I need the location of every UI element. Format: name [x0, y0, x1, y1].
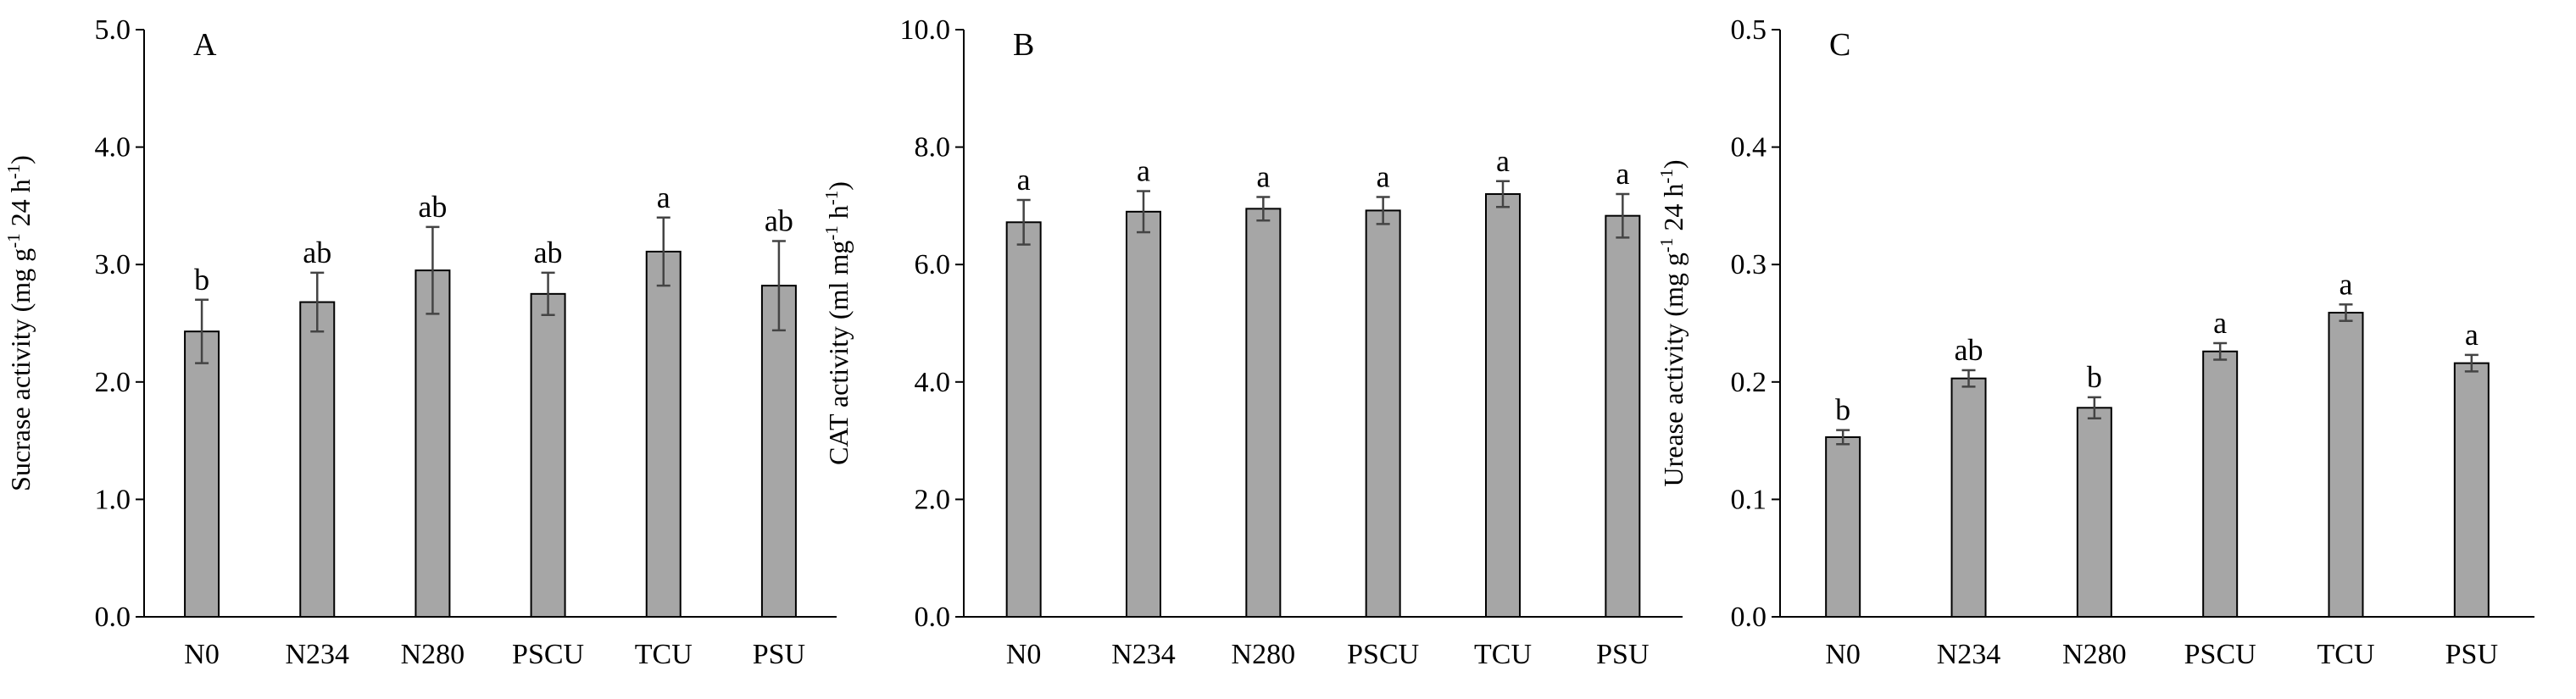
x-tick-label: PSU [2445, 639, 2498, 670]
y-axis-title-superscript: -1 [821, 191, 842, 206]
y-tick-label: 4.0 [915, 367, 951, 398]
x-tick-label: TCU [2317, 639, 2375, 670]
significance-label: a [1017, 163, 1031, 197]
bar [760, 285, 797, 618]
y-axis-title-text: ) [1658, 160, 1689, 169]
bar [1245, 208, 1282, 619]
y-tick-label: 6.0 [915, 249, 951, 280]
y-tick-label: 0.1 [1731, 484, 1767, 515]
significance-label: a [2213, 306, 2227, 340]
x-tick-label: PSU [753, 639, 805, 670]
significance-label: ab [765, 203, 793, 237]
x-tick-label: N0 [184, 639, 220, 670]
bar [530, 292, 566, 618]
x-tick-label: PSCU [1347, 639, 1419, 670]
y-axis-title-text: ) [823, 181, 854, 191]
y-axis-title-text: Urease activity (mg g [1658, 252, 1689, 486]
bar [1126, 210, 1161, 619]
chart-panel-c: 0.0 0.1 0.2 0.3 0.4 0.5 b N0 ab N234 b N280 a PSCU a TC… [1656, 14, 2534, 670]
panel-label: C [1829, 27, 1850, 63]
y-tick-label: 2.0 [915, 484, 951, 515]
significance-label: ab [1955, 333, 1983, 367]
y-tick-label: 0.0 [915, 602, 951, 633]
bar [2328, 312, 2364, 618]
significance-label: a [657, 180, 670, 214]
y-tick-label: 10.0 [900, 14, 951, 46]
significance-label: a [2340, 267, 2353, 301]
significance-label: b [194, 263, 209, 297]
y-axis-title-text: CAT activity (ml mg [823, 241, 854, 465]
significance-label: a [1496, 144, 1510, 178]
bar [2202, 350, 2239, 618]
y-axis-title-superscript: -1 [3, 164, 24, 180]
y-tick-label: 0.5 [1731, 14, 1767, 46]
bar [184, 330, 220, 618]
y-tick-label: 5.0 [95, 14, 131, 46]
bar [299, 301, 336, 618]
y-axis-title-superscript: -1 [821, 225, 842, 241]
y-axis-title-superscript: -1 [1656, 238, 1677, 253]
significance-label: ab [303, 236, 331, 269]
y-axis-title-superscript: -1 [3, 233, 24, 248]
significance-label: a [2465, 318, 2479, 352]
panel-label: A [193, 27, 217, 63]
bar [1605, 214, 1641, 618]
bar [1365, 209, 1401, 618]
bar [2076, 407, 2112, 618]
x-tick-label: N280 [2062, 639, 2127, 670]
y-axis-title-text: 24 h [1658, 184, 1689, 238]
x-tick-label: N280 [1232, 639, 1296, 670]
x-tick-label: TCU [1474, 639, 1532, 670]
significance-label: a [1616, 157, 1629, 191]
x-tick-label: N0 [1006, 639, 1042, 670]
significance-label: b [1835, 393, 1850, 427]
y-tick-label: 0.0 [1731, 602, 1767, 633]
significance-label: ab [534, 236, 563, 269]
significance-label: a [1377, 160, 1390, 194]
y-axis-title-superscript: -1 [1656, 169, 1677, 184]
bar [1485, 193, 1521, 618]
x-tick-label: N234 [1937, 639, 2001, 670]
y-tick-label: 0.4 [1731, 132, 1767, 164]
x-tick-label: N280 [401, 639, 465, 670]
x-tick-label: N234 [285, 639, 349, 670]
x-tick-label: PSCU [512, 639, 584, 670]
significance-label: ab [418, 190, 447, 224]
y-tick-label: 8.0 [915, 132, 951, 164]
significance-label: a [1137, 154, 1150, 188]
significance-label: b [2087, 360, 2102, 394]
y-tick-label: 0.3 [1731, 249, 1767, 280]
bar [1825, 435, 1861, 619]
y-tick-label: 3.0 [95, 249, 131, 280]
y-axis-title-text: ) [5, 155, 36, 164]
bar [1950, 377, 1987, 618]
y-tick-label: 1.0 [95, 484, 131, 515]
y-tick-label: 0.0 [95, 602, 131, 633]
y-axis-title-text: 24 h [5, 179, 36, 233]
chart-panel-a: 0.0 1.0 2.0 3.0 4.0 5.0 b N0 ab N234 ab N280 ab PSCU a… [3, 14, 837, 670]
y-axis-title: CAT activity (ml mg-1 h-1) [821, 181, 854, 465]
bar [1005, 221, 1042, 618]
x-tick-label: N0 [1825, 639, 1861, 670]
y-axis-title-text: Sucrase activity (mg g [5, 248, 36, 491]
y-axis-title: Urease activity (mg g-1 24 h-1) [1656, 160, 1689, 487]
y-axis-title-text: h [823, 205, 854, 225]
bar [414, 269, 451, 618]
x-tick-label: PSU [1596, 639, 1649, 670]
x-tick-label: PSCU [2184, 639, 2256, 670]
y-axis-title: Sucrase activity (mg g-1 24 h-1) [3, 155, 36, 491]
panel-label: B [1013, 27, 1034, 63]
bar [2453, 362, 2490, 618]
chart-panel-b: 0.0 2.0 4.0 6.0 8.0 10.0 a N0 a N234 a N280 a PSCU a TC… [821, 14, 1683, 670]
y-tick-label: 4.0 [95, 132, 131, 164]
y-tick-label: 0.2 [1731, 367, 1767, 398]
significance-label: a [1256, 160, 1270, 194]
bar [645, 250, 682, 618]
x-tick-label: TCU [635, 639, 693, 670]
y-tick-label: 2.0 [95, 367, 131, 398]
x-tick-label: N234 [1111, 639, 1176, 670]
